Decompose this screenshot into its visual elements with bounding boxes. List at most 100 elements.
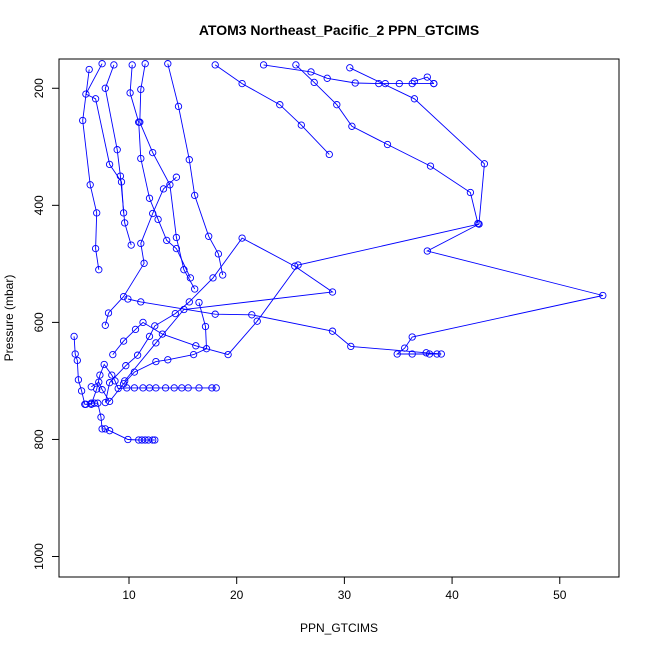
series-group [70,60,607,444]
data-point [174,102,183,111]
data-point [201,322,210,331]
data-point [154,215,162,224]
data-point [85,65,93,74]
data-point [209,274,217,282]
series-line-12 [104,176,177,326]
data-point [101,321,109,329]
data-point [74,376,83,384]
data-point [158,330,167,338]
data-point [410,95,419,103]
data-point [82,90,90,98]
data-point [137,85,145,94]
data-point [310,78,318,87]
series-line-15 [104,237,334,403]
data-point [185,298,193,306]
x-tick-label: 40 [445,588,459,602]
data-point [116,172,125,180]
data-point [205,232,213,240]
plot-area [70,60,607,444]
data-point [211,310,219,318]
series-line-1 [82,69,100,270]
data-point [202,345,211,353]
data-point [110,61,118,69]
data-point [426,162,435,170]
data-point [128,61,136,69]
data-point [214,250,223,258]
data-point [408,350,416,358]
data-point [466,188,475,197]
data-point [108,371,116,379]
data-point [77,387,86,395]
x-tick-label: 20 [230,588,244,602]
series-line-3 [104,64,132,246]
data-point [119,380,128,388]
data-point [224,350,232,359]
data-point [130,384,139,392]
data-point [73,356,81,365]
data-point [297,121,305,129]
data-point [151,436,159,444]
data-point [98,60,106,68]
data-point [145,332,154,341]
data-point [195,298,203,307]
data-point [172,233,181,242]
x-axis-label: PPN_GTCIMS [300,621,378,635]
data-point [149,436,157,444]
data-point [351,79,359,87]
data-point [164,60,172,68]
data-point [408,333,416,341]
data-point [474,219,482,228]
data-point [172,244,181,253]
data-point [430,79,438,88]
series-line-5 [139,63,196,290]
data-point [137,298,145,306]
data-point [119,337,128,345]
data-point [172,173,181,181]
data-point [195,384,203,392]
data-point [100,360,108,369]
data-point [475,220,483,228]
data-point [437,350,445,358]
data-point [113,146,121,154]
data-point [90,399,99,407]
series-line-13 [73,336,217,405]
data-point [105,397,114,406]
x-axis: 10 20 30 40 50 [122,576,567,602]
data-point [408,79,416,88]
data-point [425,350,434,358]
data-point [86,181,94,189]
data-point [91,244,100,253]
data-point [599,291,607,300]
data-point [185,156,193,164]
data-point [98,425,106,433]
data-point [149,209,157,218]
data-point [101,425,109,433]
data-point [171,309,179,318]
data-point [70,332,78,341]
data-point [105,160,114,169]
data-point [191,285,199,293]
series-line-6 [167,63,224,276]
data-point [189,350,198,359]
data-point [184,384,192,392]
data-point [238,79,246,88]
data-point [95,378,103,386]
series-line-9 [295,64,479,224]
data-point [136,118,144,126]
y-axis-label: Pressure (mbar) [2,275,16,362]
data-point [219,271,227,279]
data-point [164,356,172,364]
data-point [152,357,160,366]
data-point [145,194,154,202]
data-point [401,344,409,352]
data-point [93,209,101,217]
data-point [149,148,157,157]
data-point [253,317,261,325]
data-point [122,362,130,370]
plot-frame [58,58,620,578]
data-point [105,427,114,435]
data-point [180,266,188,274]
series-line-16 [112,223,480,356]
data-point [130,368,139,376]
